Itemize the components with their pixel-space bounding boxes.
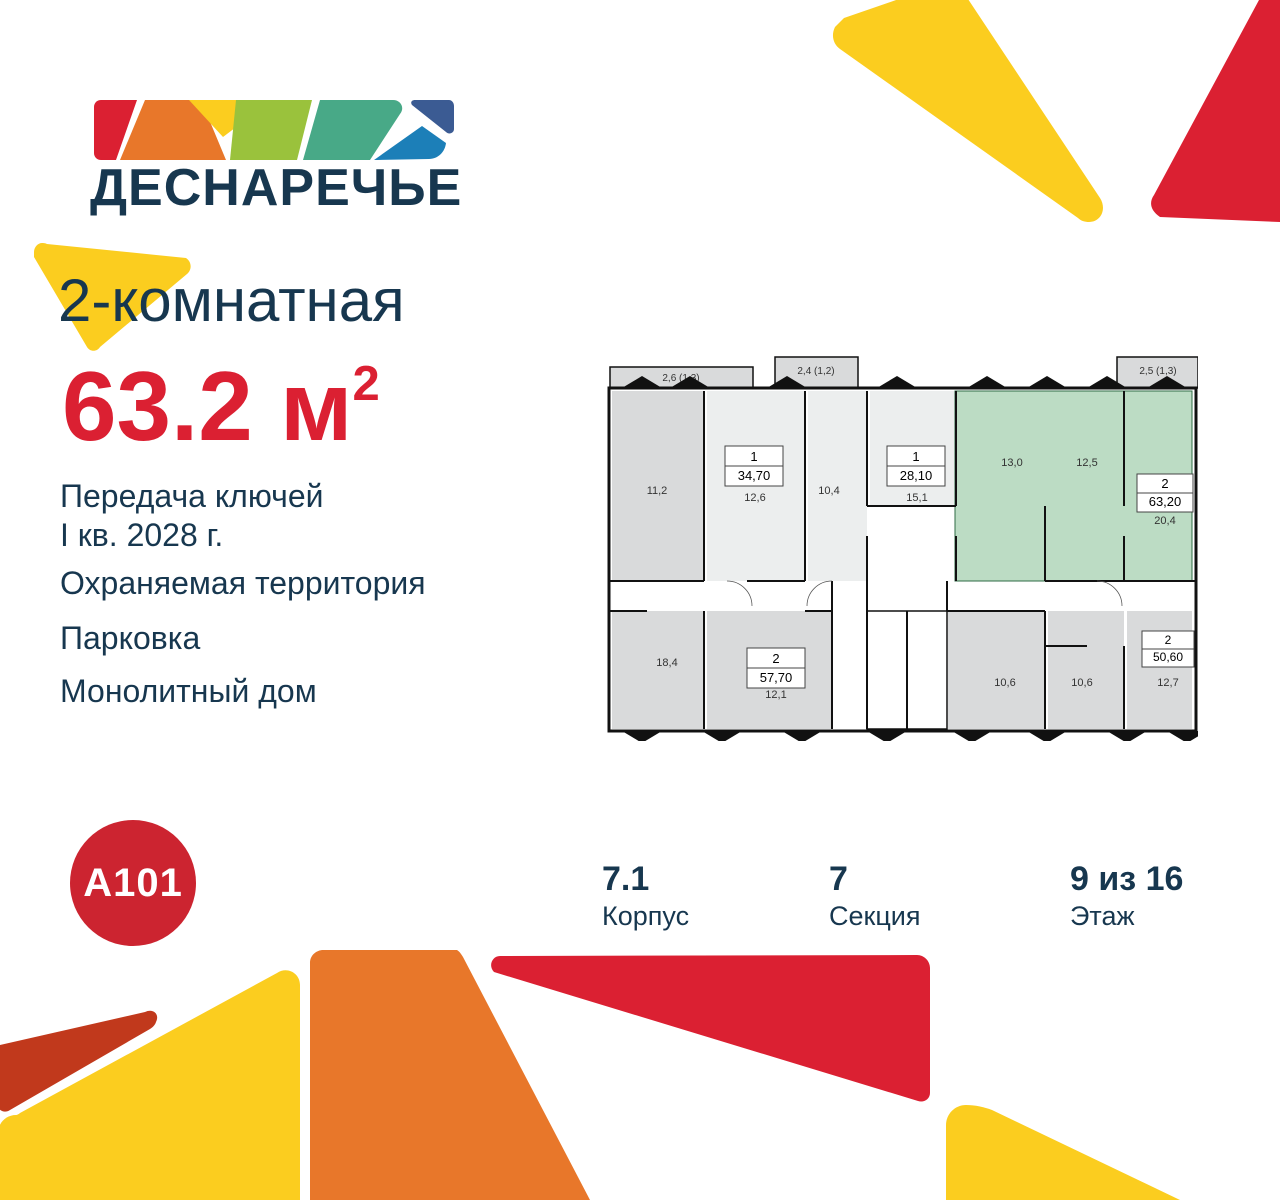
svg-text:2: 2 [1161,476,1168,491]
svg-text:10,4: 10,4 [818,485,839,497]
svg-text:15,1: 15,1 [906,492,927,504]
svg-text:13,0: 13,0 [1001,457,1022,469]
svg-text:63,20: 63,20 [1149,494,1182,509]
svg-text:2,4 (1,2): 2,4 (1,2) [797,366,834,377]
svg-text:10,6: 10,6 [994,677,1015,689]
svg-text:2,5 (1,3): 2,5 (1,3) [1139,366,1176,377]
svg-text:2: 2 [1165,633,1172,647]
svg-text:12,1: 12,1 [765,689,786,701]
svg-text:1: 1 [750,449,757,464]
svg-text:11,2: 11,2 [647,485,668,497]
svg-text:1: 1 [912,449,919,464]
svg-text:12,7: 12,7 [1157,677,1178,689]
svg-text:12,5: 12,5 [1076,457,1097,469]
svg-text:34,70: 34,70 [738,468,771,483]
svg-text:10,6: 10,6 [1071,677,1092,689]
svg-text:12,6: 12,6 [744,492,765,504]
svg-text:50,60: 50,60 [1153,650,1183,664]
svg-text:20,4: 20,4 [1154,515,1175,527]
svg-text:18,4: 18,4 [656,657,677,669]
svg-text:57,70: 57,70 [760,670,793,685]
svg-text:2: 2 [772,651,779,666]
svg-text:28,10: 28,10 [900,468,933,483]
